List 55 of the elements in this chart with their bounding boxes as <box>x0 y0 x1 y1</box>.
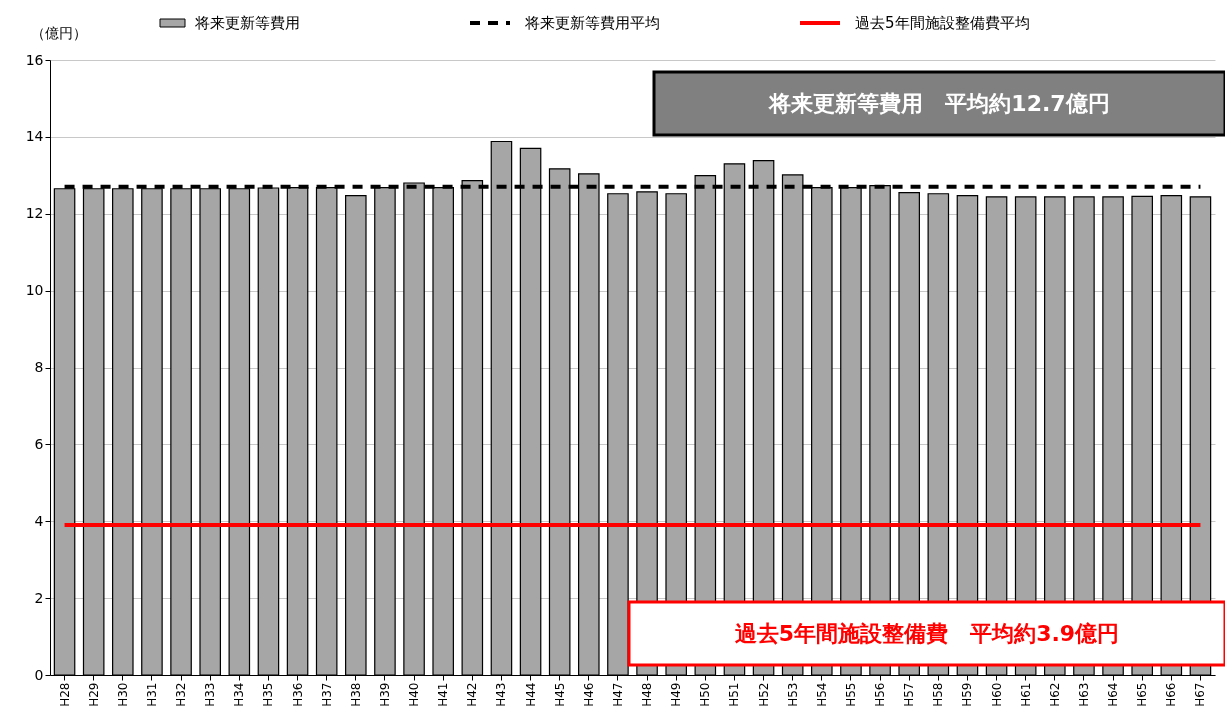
y-axis-title: （億円） <box>30 24 87 41</box>
x-tick-label: H55 <box>843 682 858 707</box>
x-tick-label: H49 <box>669 682 684 707</box>
x-tick-label: H54 <box>814 682 829 707</box>
x-tick-label: H56 <box>873 682 888 707</box>
x-tick-label: H59 <box>960 682 975 707</box>
y-tick-label: 14 <box>25 128 44 145</box>
legend-label: 将来更新等費用平均 <box>524 14 660 32</box>
x-tick-label: H37 <box>319 682 334 707</box>
x-tick-label: H46 <box>581 682 596 707</box>
x-tick-label: H31 <box>144 682 159 707</box>
annotation: 過去5年間施設整備費 平均約3.9億円 <box>734 620 1120 646</box>
x-tick-label: H36 <box>290 682 305 707</box>
legend-label: 将来更新等費用 <box>194 14 300 32</box>
y-tick-label: 16 <box>25 51 44 68</box>
x-tick-label: H61 <box>1018 682 1033 707</box>
x-tick-label: H33 <box>203 682 218 707</box>
x-tick-label: H66 <box>1164 682 1179 707</box>
x-tick-label: H65 <box>1135 682 1150 707</box>
x-tick-label: H38 <box>348 682 363 707</box>
x-tick-label: H40 <box>407 682 422 707</box>
y-tick-label: 0 <box>34 666 44 683</box>
x-tick-label: H67 <box>1193 682 1208 707</box>
x-tick-label: H50 <box>698 682 713 707</box>
y-tick-label: 4 <box>34 512 44 529</box>
x-tick-label: H32 <box>174 682 189 707</box>
x-tick-label: H28 <box>57 682 72 707</box>
x-tick-label: H60 <box>989 682 1004 707</box>
x-tick-label: H29 <box>86 682 101 707</box>
x-tick-label: H43 <box>494 682 509 707</box>
x-tick-label: H44 <box>523 682 538 707</box>
x-tick-label: H63 <box>1076 682 1091 707</box>
x-tick-label: H53 <box>785 682 800 707</box>
y-tick-label: 10 <box>25 282 44 299</box>
y-tick-label: 6 <box>34 435 44 452</box>
x-tick-label: H62 <box>1047 682 1062 707</box>
x-tick-label: H57 <box>902 682 917 707</box>
x-tick-label: H30 <box>115 682 130 707</box>
x-tick-label: H35 <box>261 682 276 707</box>
x-tick-label: H45 <box>552 682 567 707</box>
x-tick-label: H52 <box>756 682 771 707</box>
legend-label: 過去5年間施設整備費平均 <box>855 14 1030 32</box>
x-tick-label: H64 <box>1106 682 1121 707</box>
x-tick-label: H58 <box>931 682 946 707</box>
y-tick-label: 12 <box>25 205 44 222</box>
x-tick-label: H51 <box>727 682 742 707</box>
x-tick-label: H48 <box>640 682 655 707</box>
annotation: 将来更新等費用 平均約12.7億円 <box>768 90 1110 116</box>
x-tick-label: H42 <box>465 682 480 707</box>
x-tick-label: H39 <box>377 682 392 707</box>
x-tick-label: H41 <box>436 682 451 707</box>
x-tick-label: H34 <box>232 682 247 707</box>
x-tick-label: H47 <box>610 682 625 707</box>
y-tick-label: 8 <box>34 359 44 375</box>
y-tick-label: 2 <box>34 589 44 606</box>
